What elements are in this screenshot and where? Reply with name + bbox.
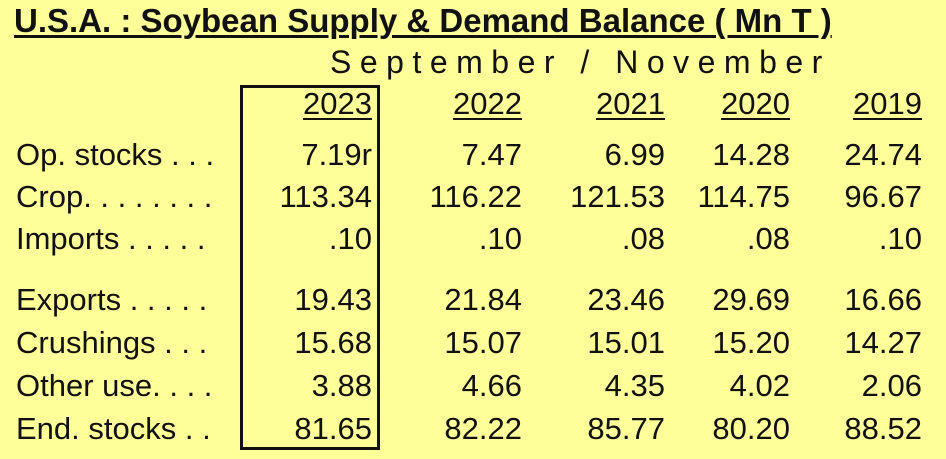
table-cell: 3.88 [311,368,372,403]
table-cell: 7.47 [461,137,522,172]
table-cell: 121.53 [570,179,665,214]
table-cell: 15.20 [712,325,790,360]
table-cell: 116.22 [429,179,522,214]
column-header: 2020 [721,86,790,121]
table-cell: 24.74 [844,137,922,172]
column-header: 2023 [303,86,372,121]
table-cell: 15.68 [294,325,372,360]
table-cell: 81.65 [294,411,372,446]
table-cell: 80.20 [712,411,790,446]
table-cell: 96.67 [844,179,922,214]
table-cell: 2.06 [861,368,922,403]
table-cell: 114.75 [697,179,790,214]
row-label: Other use. . . . [16,368,213,403]
table-cell: 4.35 [604,368,665,403]
table-cell: 23.46 [587,282,665,317]
table-cell: 82.22 [444,411,522,446]
column-header: 2019 [853,86,922,121]
table-cell: 113.34 [279,179,372,214]
table-cell: 21.84 [444,282,522,317]
table-cell: .10 [878,221,922,256]
table-cell: 14.28 [712,137,790,172]
table-cell: 88.52 [844,411,922,446]
highlight-box-2023 [240,85,380,450]
table-cell: .08 [746,221,790,256]
table-cell: .08 [621,221,665,256]
row-label: Imports . . . . . [16,221,206,256]
table-cell: 4.02 [729,368,790,403]
table-cell: 6.99 [604,137,665,172]
table-cell: 7.19r [301,137,372,172]
table-cell: .10 [328,221,372,256]
table-cell: 19.43 [294,282,372,317]
table-cell: 85.77 [587,411,665,446]
row-label: Op. stocks . . . [16,137,215,172]
column-header: 2021 [596,86,665,121]
table-subtitle: September / November [330,44,831,80]
table-cell: 14.27 [844,325,922,360]
table-cell: .10 [478,221,522,256]
table-cell: 29.69 [712,282,790,317]
row-label: End. stocks . . [16,411,211,446]
table-cell: 15.07 [444,325,522,360]
row-label: Crushings . . . [16,325,208,360]
row-label: Crop. . . . . . . . [16,179,213,214]
column-header: 2022 [453,86,522,121]
table-title: U.S.A. : Soybean Supply & Demand Balance… [14,2,832,39]
row-label: Exports . . . . . [16,282,208,317]
table-cell: 16.66 [844,282,922,317]
table-cell: 4.66 [461,368,522,403]
table-cell: 15.01 [587,325,665,360]
